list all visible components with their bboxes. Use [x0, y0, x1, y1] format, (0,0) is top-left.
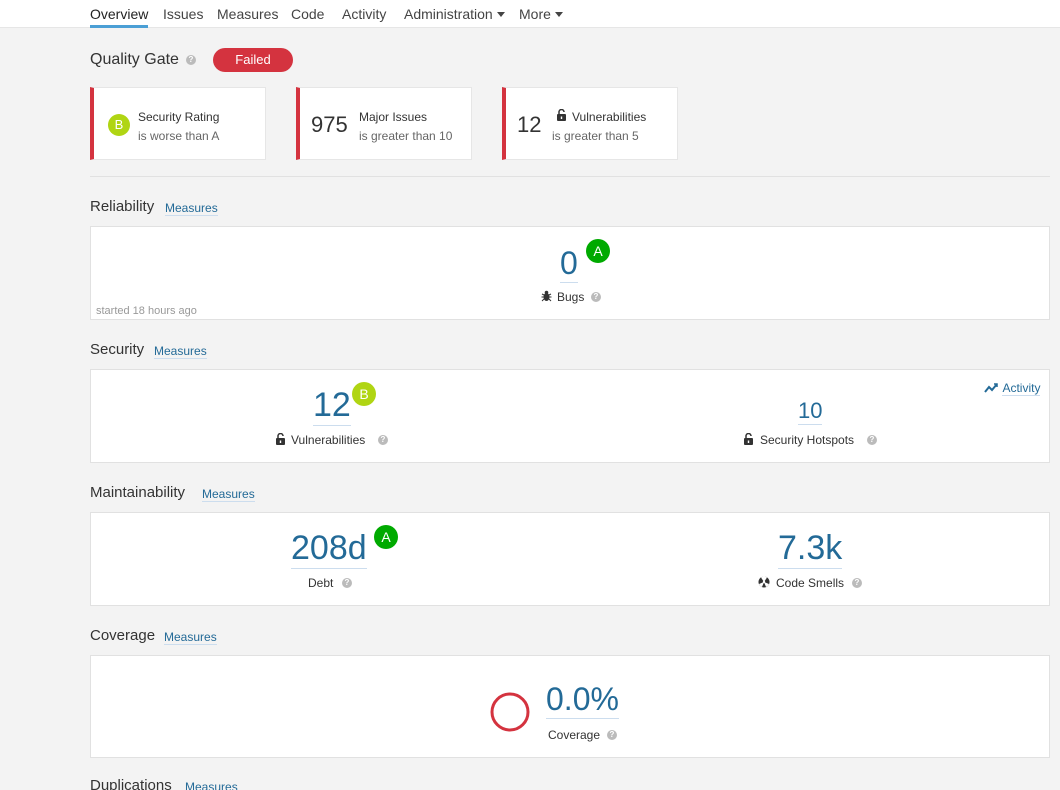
vulnerabilities-rating-badge[interactable]: B — [352, 382, 376, 406]
activity-link[interactable]: Activity — [984, 379, 1041, 397]
tab-more-label: More — [519, 6, 551, 22]
condition-detail: is worse than A — [138, 129, 220, 143]
help-icon[interactable]: ? — [591, 292, 601, 302]
condition-metric: Security Rating — [138, 110, 220, 124]
help-icon[interactable]: ? — [378, 435, 388, 445]
quality-gate-status-badge: Failed — [213, 48, 293, 72]
reliability-card: 0 A Bugs ? started 18 hours ago — [90, 226, 1050, 320]
debt-value[interactable]: 208d — [291, 529, 367, 569]
help-icon[interactable]: ? — [186, 55, 196, 65]
reliability-measures-link[interactable]: Measures — [165, 201, 218, 216]
help-icon[interactable]: ? — [342, 578, 352, 588]
unlock-icon — [276, 433, 285, 445]
security-hotspots-value[interactable]: 10 — [798, 398, 823, 425]
coverage-label: Coverage — [548, 728, 601, 742]
security-title: Security — [90, 341, 145, 358]
unlock-icon — [557, 109, 566, 121]
duplications-measures-link[interactable]: Measures — [185, 780, 238, 790]
condition-value: 12 — [517, 112, 542, 137]
maintainability-card: 208d A Debt ? 7.3k Code Smells ? — [90, 512, 1050, 606]
help-icon[interactable]: ? — [607, 730, 617, 740]
code-smells-label: Code Smells — [776, 576, 845, 590]
vulnerabilities-label: Vulnerabilities — [291, 433, 366, 447]
top-navigation: Overview Issues Measures Code Activity A… — [0, 0, 1060, 28]
coverage-measures-link[interactable]: Measures — [164, 630, 217, 645]
tab-administration[interactable]: Administration — [404, 6, 505, 22]
security-card: 12 B Vulnerabilities ? 10 Security Hotsp… — [90, 369, 1050, 463]
help-icon[interactable]: ? — [867, 435, 877, 445]
bug-icon — [541, 290, 552, 302]
bugs-label: Bugs — [557, 290, 585, 304]
reliability-title: Reliability — [90, 198, 155, 215]
condition-security-rating[interactable]: B Security Rating is worse than A — [90, 87, 266, 160]
condition-metric: Major Issues — [359, 110, 428, 124]
code-smell-icon — [758, 576, 770, 588]
unlock-icon — [744, 433, 753, 445]
tab-more[interactable]: More — [519, 6, 563, 22]
chevron-down-icon — [496, 12, 505, 17]
tab-measures[interactable]: Measures — [217, 6, 279, 22]
duplications-title: Duplications — [90, 777, 172, 790]
trend-icon — [984, 383, 998, 393]
condition-detail: is greater than 10 — [359, 129, 453, 143]
condition-detail: is greater than 5 — [552, 129, 639, 143]
coverage-donut-icon — [490, 692, 530, 732]
condition-vulnerabilities[interactable]: 12 Vulnerabilities is greater than 5 — [502, 87, 678, 160]
help-icon[interactable]: ? — [852, 578, 862, 588]
tab-issues[interactable]: Issues — [163, 6, 204, 22]
tab-overview[interactable]: Overview — [90, 6, 149, 28]
security-hotspots-label: Security Hotspots — [760, 433, 855, 447]
security-measures-link[interactable]: Measures — [154, 344, 207, 359]
analysis-started-text: started 18 hours ago — [96, 305, 197, 317]
condition-value: 975 — [311, 112, 348, 137]
coverage-value[interactable]: 0.0% — [546, 681, 619, 719]
activity-link-label: Activity — [1002, 381, 1041, 396]
bugs-rating-badge[interactable]: A — [586, 239, 610, 263]
vulnerabilities-value[interactable]: 12 — [313, 386, 351, 426]
code-smells-value[interactable]: 7.3k — [778, 529, 843, 569]
maintainability-measures-link[interactable]: Measures — [202, 487, 255, 502]
bugs-value[interactable]: 0 — [560, 245, 578, 283]
tab-code[interactable]: Code — [291, 6, 325, 22]
tab-administration-label: Administration — [404, 6, 493, 22]
divider — [90, 176, 1050, 177]
maintainability-title: Maintainability — [90, 484, 186, 501]
condition-metric: Vulnerabilities — [572, 110, 647, 124]
quality-gate-title: Quality Gate — [90, 51, 179, 68]
coverage-title: Coverage — [90, 627, 156, 644]
debt-rating-badge[interactable]: A — [374, 525, 398, 549]
chevron-down-icon — [554, 12, 563, 17]
rating-badge: B — [108, 114, 130, 136]
condition-major-issues[interactable]: 975 Major Issues is greater than 10 — [296, 87, 472, 160]
debt-label: Debt — [308, 576, 334, 590]
tab-activity[interactable]: Activity — [342, 6, 387, 22]
coverage-card: 0.0% Coverage ? — [90, 655, 1050, 758]
